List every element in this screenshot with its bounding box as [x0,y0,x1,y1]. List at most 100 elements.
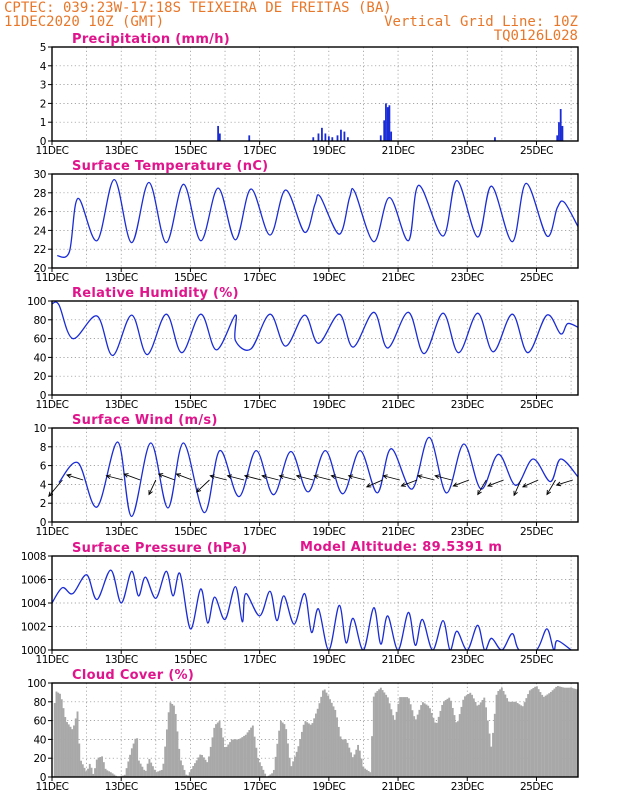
panel5-cloud-bar-257 [502,690,505,777]
panel5-cloud-bar-233 [460,706,463,777]
panel5-cloud-bar-249 [488,733,491,777]
panel5-title: Cloud Cover (%) [72,668,194,683]
wind-arrow-shaft-2 [106,475,124,481]
panel2-ytick-label-3: 60 [33,334,46,346]
panel5-cloud-bar-22 [90,767,93,777]
panel0-ytick-label-3: 3 [40,80,46,92]
wind-arrow-26 [521,479,539,488]
panel5-cloud-bar-208 [416,714,419,777]
panel5-cloud-bar-17 [81,764,84,777]
panel2-xtick-label-0: 11DEC [36,399,69,411]
wind-arrow-17 [365,479,383,488]
panel5-cloud-bar-97 [222,737,224,777]
panel0-bar-2 [248,135,251,141]
panel5-cloud-bar-286 [553,688,556,777]
panel5-cloud-bar-180 [367,771,370,777]
panel5-cloud-bar-73 [180,760,182,777]
panel2-xtick-label-7: 25DEC [520,399,553,411]
wind-arrow-8 [209,474,227,481]
panel5-cloud-bar-65 [165,729,168,777]
panel5-cloud-bar-88 [206,762,209,777]
panel5-cloud-bar-57 [151,766,154,777]
panel5-cloud-bar-160 [332,706,335,777]
wind-arrow-21 [434,474,452,481]
panel1-xtick-label-4: 19DEC [312,272,345,284]
panel5-cloud-bar-173 [355,749,358,777]
panel3-series-line [58,436,578,518]
header-station: CPTEC: 039:23W-17:18S TEIXEIRA DE FREITA… [4,0,392,16]
panel5-cloud-bar-162 [336,717,338,777]
wind-arrow-7 [195,479,210,493]
panel5-cloud-bar-21 [88,763,91,777]
panel5-cloud-bar-184 [374,692,377,777]
panel5-cloud-bar-55 [148,759,151,777]
panel5-cloud-bar-214 [427,705,430,777]
wind-arrow-head-7 [195,487,202,493]
panel5-cloud-bar-59 [155,772,158,777]
panel5-cloud-bar-288 [556,685,559,777]
panel5-cloud-bar-260 [507,701,510,777]
panel5-cloud-bar-163 [337,726,340,777]
panel0-bar-22 [559,109,562,141]
panel5-cloud-bar-119 [260,766,263,777]
panel5-cloud-bar-91 [211,737,214,777]
panel5-cloud-bar-105 [236,739,239,777]
panel2-ytick-label-2: 40 [33,352,46,364]
panel0-frame [51,46,579,142]
wind-arrow-shaft-3 [123,473,141,481]
wind-arrow-head-24 [486,482,493,487]
panel5-cloud-bar-138 [293,756,296,777]
panel5-cloud-bar-131 [281,722,284,777]
panel0-xtick-label-1: 13DEC [105,145,138,157]
panel0-bar-20 [556,135,559,141]
wind-arrow-1 [66,473,84,481]
panel3-xtick-label-7: 25DEC [520,526,553,538]
panel5-ytick-label-0: 0 [40,772,46,784]
panel5-cloud-bar-64 [164,746,167,777]
wind-arrow-head-11 [261,474,267,480]
panel0-bar-4 [317,133,320,141]
wind-arrow-11 [261,474,279,481]
panel5-xtick-label-6: 23DEC [451,781,484,793]
panel0-bar-10 [340,129,342,141]
panel5-cloud-bar-116 [255,747,258,777]
panel2-xtick-label-1: 13DEC [105,399,138,411]
panel5-cloud-bar-171 [351,757,354,777]
panel5-cloud-bar-175 [358,750,361,777]
panel5-cloud-bar-255 [499,689,502,777]
panel5-cloud-bar-193 [390,709,393,777]
panel5-cloud-bar-287 [555,686,558,777]
wind-arrow-shaft-24 [487,479,504,487]
panel5-cloud-bar-114 [251,725,254,777]
panel5-cloud-bar-82 [195,760,198,777]
panel5-cloud-bar-101 [229,742,232,777]
panel3-xtick-label-0: 11DEC [36,526,69,538]
panel5-cloud-bar-103 [232,739,235,777]
panel5-cloud-bar-183 [372,696,375,777]
wind-arrow-head-4 [148,489,153,496]
wind-arrow-18 [382,474,400,481]
panel5-cloud-bar-185 [376,691,379,777]
panel5-cloud-bar-80 [192,766,195,777]
panel5-cloud-bar-234 [462,699,465,777]
panel4-xtick-label-4: 19DEC [312,654,345,666]
panel5-cloud-bar-19 [85,771,88,777]
wind-arrow-shaft-20 [417,475,435,481]
wind-arrow-19 [400,479,418,487]
panel5-cloud-bar-90 [209,746,212,777]
panel5-cloud-bar-25 [95,759,98,777]
panel5-cloud-bar-196 [395,711,398,777]
panel5-cloud-bar-106 [237,739,240,777]
panel5-cloud-bar-118 [258,762,261,777]
panel5-xtick-label-1: 13DEC [105,781,138,793]
panel5-cloud-bar-274 [532,687,535,777]
panel5-cloud-bar-271 [527,694,530,777]
panel5-cloud-bar-77 [187,775,189,777]
panel5-cloud-bar-201 [404,697,407,777]
panel5-cloud-bar-204 [409,704,412,777]
panel5-cloud-bar-43 [127,761,130,777]
panel1-xtick-label-6: 23DEC [451,272,484,284]
panel5-cloud-bar-229 [453,715,456,777]
panel5-cloud-bar-296 [571,687,573,777]
panel5-cloud-bar-178 [364,768,367,777]
